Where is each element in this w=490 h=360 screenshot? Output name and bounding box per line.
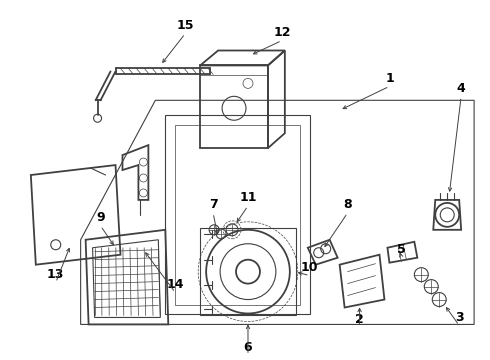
Text: 4: 4 <box>457 82 465 95</box>
Text: 11: 11 <box>239 192 257 204</box>
Text: 13: 13 <box>47 268 64 281</box>
Text: 8: 8 <box>343 198 352 211</box>
Text: 1: 1 <box>385 72 394 85</box>
Text: 2: 2 <box>355 313 364 326</box>
Text: 15: 15 <box>176 19 194 32</box>
Text: 9: 9 <box>96 211 105 224</box>
Text: 3: 3 <box>455 311 464 324</box>
Text: 6: 6 <box>244 341 252 354</box>
Text: 14: 14 <box>167 278 184 291</box>
Text: 7: 7 <box>209 198 218 211</box>
Text: 5: 5 <box>397 243 406 256</box>
Text: 12: 12 <box>273 26 291 39</box>
Text: 10: 10 <box>301 261 318 274</box>
